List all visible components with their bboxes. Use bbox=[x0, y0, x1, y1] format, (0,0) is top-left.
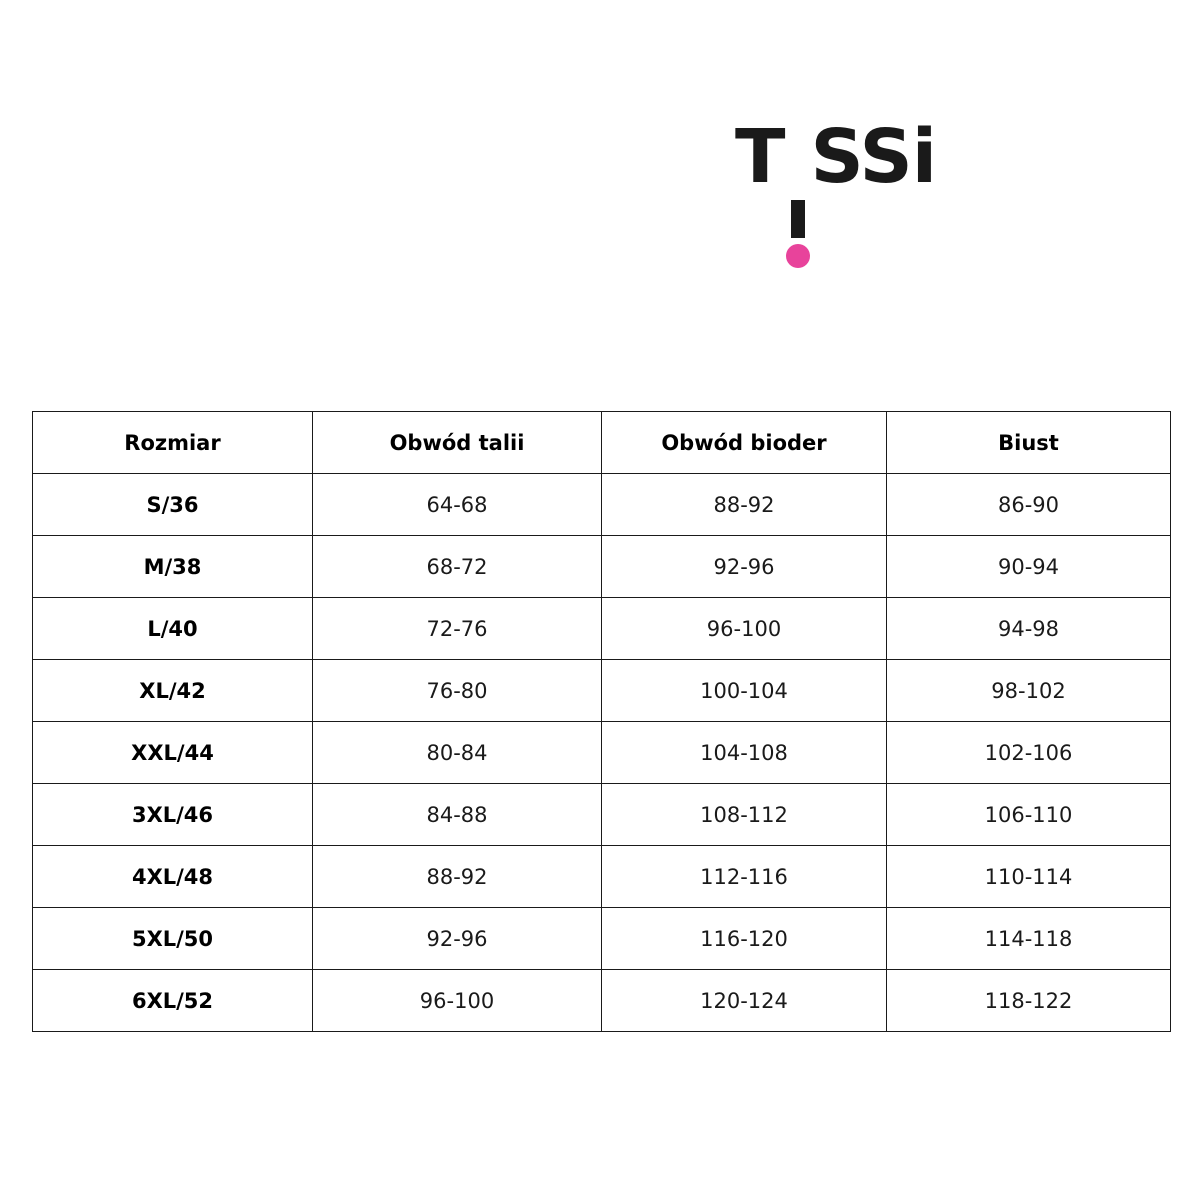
cell-size: L/40 bbox=[32, 597, 313, 660]
table-row: 5XL/50 92-96 116-120 114-118 bbox=[32, 907, 1171, 970]
table-row: 3XL/46 84-88 108-112 106-110 bbox=[32, 783, 1171, 846]
cell-bust: 86-90 bbox=[886, 473, 1171, 536]
cell-waist: 68-72 bbox=[312, 535, 602, 598]
column-header-bust: Biust bbox=[886, 411, 1171, 474]
cell-hips: 108-112 bbox=[601, 783, 887, 846]
cell-waist: 92-96 bbox=[312, 907, 602, 970]
cell-bust: 102-106 bbox=[886, 721, 1171, 784]
cell-waist: 76-80 bbox=[312, 659, 602, 722]
cell-bust: 118-122 bbox=[886, 969, 1171, 1032]
table-row: XL/42 76-80 100-104 98-102 bbox=[32, 659, 1171, 722]
logo-letter-t: T bbox=[735, 114, 785, 200]
brand-logo: T SSi bbox=[735, 110, 1035, 268]
cell-size: XL/42 bbox=[32, 659, 313, 722]
table-row: 6XL/52 96-100 120-124 118-122 bbox=[32, 969, 1171, 1032]
cell-bust: 98-102 bbox=[886, 659, 1171, 722]
size-chart-table: Rozmiar Obwód talii Obwód bioder Biust S… bbox=[32, 411, 1171, 1032]
cell-bust: 90-94 bbox=[886, 535, 1171, 598]
logo-accent-dot-icon bbox=[786, 244, 811, 268]
cell-waist: 88-92 bbox=[312, 845, 602, 908]
cell-waist: 64-68 bbox=[312, 473, 602, 536]
cell-bust: 106-110 bbox=[886, 783, 1171, 846]
table-row: L/40 72-76 96-100 94-98 bbox=[32, 597, 1171, 660]
logo-letters-ssi: SSi bbox=[810, 114, 937, 200]
cell-waist: 96-100 bbox=[312, 969, 602, 1032]
cell-hips: 112-116 bbox=[601, 845, 887, 908]
cell-waist: 84-88 bbox=[312, 783, 602, 846]
table-row: M/38 68-72 92-96 90-94 bbox=[32, 535, 1171, 598]
cell-size: 3XL/46 bbox=[32, 783, 313, 846]
cell-size: XXL/44 bbox=[32, 721, 313, 784]
cell-hips: 96-100 bbox=[601, 597, 887, 660]
table-row: 4XL/48 88-92 112-116 110-114 bbox=[32, 845, 1171, 908]
table-row: XXL/44 80-84 104-108 102-106 bbox=[32, 721, 1171, 784]
column-header-hips: Obwód bioder bbox=[601, 411, 887, 474]
table-row: S/36 64-68 88-92 86-90 bbox=[32, 473, 1171, 536]
cell-size: S/36 bbox=[32, 473, 313, 536]
cell-hips: 120-124 bbox=[601, 969, 887, 1032]
cell-size: 6XL/52 bbox=[32, 969, 313, 1032]
brand-wordmark: T SSi bbox=[735, 110, 937, 268]
column-header-size: Rozmiar bbox=[32, 411, 313, 474]
cell-waist: 72-76 bbox=[312, 597, 602, 660]
cell-bust: 94-98 bbox=[886, 597, 1171, 660]
table-header-row: Rozmiar Obwód talii Obwód bioder Biust bbox=[32, 411, 1171, 474]
cell-hips: 88-92 bbox=[601, 473, 887, 536]
cell-hips: 104-108 bbox=[601, 721, 887, 784]
cell-size: M/38 bbox=[32, 535, 313, 598]
cell-hips: 116-120 bbox=[601, 907, 887, 970]
cell-hips: 100-104 bbox=[601, 659, 887, 722]
cell-size: 5XL/50 bbox=[32, 907, 313, 970]
cell-size: 4XL/48 bbox=[32, 845, 313, 908]
column-header-waist: Obwód talii bbox=[312, 411, 602, 474]
cell-waist: 80-84 bbox=[312, 721, 602, 784]
cell-bust: 114-118 bbox=[886, 907, 1171, 970]
size-chart: Rozmiar Obwód talii Obwód bioder Biust S… bbox=[32, 411, 1171, 1032]
cell-hips: 92-96 bbox=[601, 535, 887, 598]
cell-bust: 110-114 bbox=[886, 845, 1171, 908]
logo-exclamation-bar bbox=[791, 200, 806, 238]
